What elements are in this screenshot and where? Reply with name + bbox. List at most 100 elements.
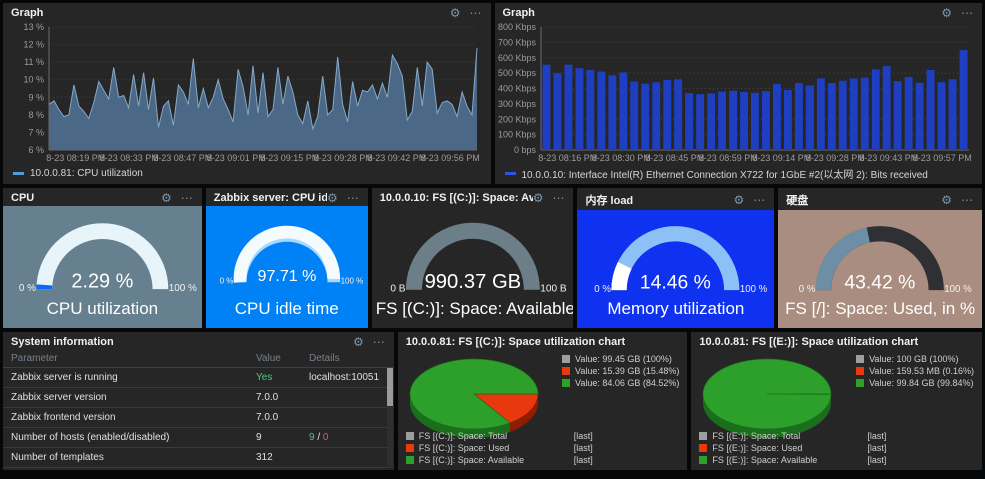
- gear-icon[interactable]: ⚙: [326, 191, 338, 205]
- legend-color-dash: [13, 171, 24, 175]
- svg-text:800 Kbps: 800 Kbps: [497, 22, 536, 32]
- panel-title: 10.0.0.81: FS [(E:)]: Space utilization …: [699, 336, 919, 348]
- pie-panel-fs-c: 10.0.0.81: FS [(C:)]: Space utilization …: [397, 332, 688, 470]
- ellipsis-menu-icon[interactable]: ⋯: [552, 191, 566, 205]
- gauge-body: 0 % 100 % 97.71 % CPU idle time: [205, 206, 368, 328]
- legend-color-square: [699, 444, 708, 452]
- svg-text:8-23 08:30 PM: 8-23 08:30 PM: [591, 153, 650, 163]
- gauge-arc[interactable]: 0 % 100 % 43.42 %: [778, 210, 982, 299]
- svg-text:10 %: 10 %: [23, 75, 44, 85]
- panel-title: Graph: [11, 7, 44, 19]
- pie-legend-item: FS [(C:)]: Space: Available [last]: [405, 455, 593, 465]
- value-cell: Yes: [256, 372, 273, 383]
- panel-header: Zabbix server: CPU idle time ⚙ ⋯: [206, 188, 368, 206]
- cpu-utilization-area-chart[interactable]: 13 % 12 % 11 % 10 % 9 % 8 % 7 % 6 % 8-23 08:19 P…: [3, 21, 491, 165]
- pie-chart-body: Value: 99.45 GB (100%) Value: 15.39 GB (…: [398, 350, 688, 470]
- gear-icon[interactable]: ⚙: [160, 191, 172, 205]
- svg-text:0 %: 0 %: [219, 277, 233, 286]
- pie-legend: FS [(C:)]: Space: Total [last] FS [(C:)]:…: [405, 431, 593, 465]
- ellipsis-menu-icon[interactable]: ⋯: [372, 335, 386, 349]
- svg-text:700 Kbps: 700 Kbps: [497, 37, 536, 47]
- table-scrollbar[interactable]: [386, 368, 393, 468]
- legend-color-square: [699, 432, 708, 440]
- gear-icon[interactable]: ⚙: [353, 335, 364, 349]
- svg-text:100 %: 100 %: [740, 284, 768, 295]
- fs-c-space-pie-chart[interactable]: [402, 352, 552, 452]
- panel-title: System information: [11, 336, 114, 348]
- legend-color-square: [405, 432, 414, 440]
- pie-legend-item: FS [(E:)]: Space: Total [last]: [699, 431, 886, 441]
- pie-legend-item: FS [(C:)]: Space: Total [last]: [405, 431, 593, 441]
- legend-color-square: [561, 367, 570, 375]
- network-bits-received-bar-chart[interactable]: 800 Kbps 700 Kbps 600 Kbps 500 Kbps 400 Kbps…: [495, 21, 983, 165]
- gear-icon[interactable]: ⚙: [941, 6, 952, 20]
- panel-header: Graph ⚙ ⋯: [3, 3, 491, 21]
- panel-title: Zabbix server: CPU idle time: [213, 192, 327, 204]
- ellipsis-menu-icon[interactable]: ⋯: [346, 191, 360, 205]
- table-row[interactable]: Number of items (enabled/disabled/not su…: [3, 468, 394, 470]
- legend-color-square: [699, 456, 708, 464]
- gauge-panel-1: Zabbix server: CPU idle time ⚙ ⋯ 0 % 100…: [205, 188, 368, 328]
- table-row[interactable]: Number of templates 312: [3, 448, 394, 468]
- svg-text:100 Kbps: 100 Kbps: [497, 130, 536, 140]
- details-cell: 9 / 0: [309, 432, 329, 443]
- gear-icon[interactable]: ⚙: [532, 191, 544, 205]
- value-cell: 312: [256, 452, 273, 463]
- panel-header: 10.0.0.10: FS [(C:)]: Space: Available ⚙…: [372, 188, 574, 206]
- system-information-panel: System information ⚙ ⋯ Parameter Value D…: [3, 332, 394, 470]
- gauge-arc[interactable]: 0 B 100 B 990.37 GB: [372, 206, 574, 299]
- table-row[interactable]: Zabbix server is running Yes localhost:1…: [3, 368, 394, 388]
- ellipsis-menu-icon[interactable]: ⋯: [180, 191, 194, 205]
- table-row[interactable]: Zabbix frontend version 7.0.0: [3, 408, 394, 428]
- svg-text:7 %: 7 %: [28, 127, 44, 137]
- chart-legend: 10.0.0.81: CPU utilization: [3, 165, 491, 184]
- gear-icon[interactable]: ⚙: [733, 193, 745, 207]
- gauge-body: 0 % 100 % 14.46 % Memory utilization: [577, 210, 775, 328]
- svg-text:8-23 08:33 PM: 8-23 08:33 PM: [100, 153, 159, 163]
- panel-title: 硬盘: [786, 195, 809, 207]
- svg-text:0 %: 0 %: [799, 284, 816, 295]
- svg-text:8-23 08:19 PM: 8-23 08:19 PM: [46, 153, 105, 163]
- svg-text:8 %: 8 %: [28, 110, 44, 120]
- ellipsis-menu-icon[interactable]: ⋯: [469, 6, 483, 20]
- svg-text:300 Kbps: 300 Kbps: [497, 99, 536, 109]
- svg-text:11 %: 11 %: [24, 57, 44, 67]
- graph-panel-cpu: Graph ⚙ ⋯ 13 % 12 % 11 % 10 % 9 % 8 % 7 % 6 % 8-…: [3, 3, 491, 184]
- gauge-arc[interactable]: 0 % 100 % 14.46 %: [577, 210, 774, 299]
- parameter-cell: Number of templates: [11, 452, 104, 463]
- gauge-panel-3: 内存 load ⚙ ⋯ 0 % 100 % 14.46 % Memory uti…: [577, 188, 775, 328]
- gauge-body: 0 B 100 B 990.37 GB FS [(C:)]: Space: Av…: [371, 206, 574, 328]
- gauge-label: CPU idle time: [234, 299, 339, 318]
- system-information-table: Parameter Value Details Zabbix server is…: [3, 350, 394, 470]
- table-row[interactable]: Zabbix server version 7.0.0: [3, 388, 394, 408]
- fs-e-space-pie-chart[interactable]: [695, 352, 845, 452]
- svg-text:8-23 08:59 PM: 8-23 08:59 PM: [698, 153, 757, 163]
- table-row[interactable]: Number of hosts (enabled/disabled) 9 9 /…: [3, 428, 394, 448]
- gauge-arc[interactable]: 0 % 100 % 2.29 %: [3, 206, 202, 299]
- gear-icon[interactable]: ⚙: [941, 193, 952, 207]
- gauge-label: CPU utilization: [46, 299, 159, 318]
- svg-text:990.37 GB: 990.37 GB: [424, 271, 521, 293]
- chart-legend: 10.0.0.10: Interface Intel(R) Ethernet C…: [495, 165, 983, 184]
- ellipsis-menu-icon[interactable]: ⋯: [753, 193, 767, 207]
- svg-text:2.29 %: 2.29 %: [71, 271, 133, 293]
- svg-text:6 %: 6 %: [28, 145, 44, 155]
- scrollbar-thumb[interactable]: [386, 368, 393, 406]
- gauge-arc[interactable]: 0 % 100 % 97.71 %: [206, 206, 368, 299]
- svg-text:0 B: 0 B: [390, 283, 405, 294]
- gauge-panel-4: 硬盘 ⚙ ⋯ 0 % 100 % 43.42 % FS [/]: Space: …: [778, 188, 982, 328]
- parameter-cell: Zabbix server version: [11, 392, 107, 403]
- panel-header: Graph ⚙ ⋯: [495, 3, 983, 21]
- ellipsis-menu-icon[interactable]: ⋯: [960, 193, 974, 207]
- svg-text:13 %: 13 %: [23, 22, 44, 32]
- svg-text:12 %: 12 %: [23, 40, 44, 50]
- panel-header: 硬盘 ⚙ ⋯: [778, 188, 982, 210]
- ellipsis-menu-icon[interactable]: ⋯: [961, 6, 974, 20]
- panel-header: 10.0.0.81: FS [(E:)]: Space utilization …: [691, 332, 982, 350]
- panel-header: CPU ⚙ ⋯: [3, 188, 202, 206]
- svg-text:0 bps: 0 bps: [513, 145, 536, 155]
- gear-icon[interactable]: ⚙: [449, 6, 461, 20]
- svg-text:43.42 %: 43.42 %: [845, 273, 916, 294]
- svg-text:8-23 08:45 PM: 8-23 08:45 PM: [645, 153, 704, 163]
- pie-value-item: Value: 15.39 GB (15.48%): [561, 366, 679, 376]
